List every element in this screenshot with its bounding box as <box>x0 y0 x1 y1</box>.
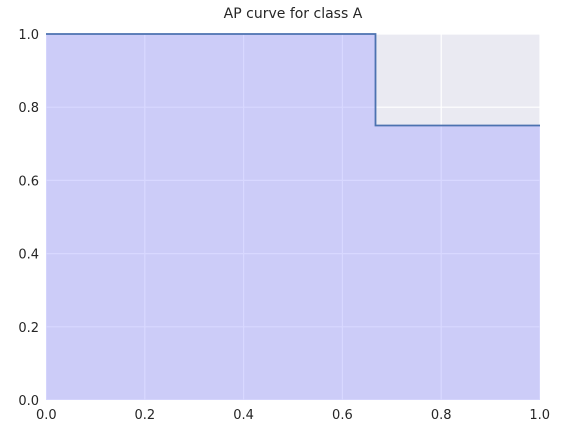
x-tick-label: 0.8 <box>431 408 452 423</box>
x-tick-label: 0.0 <box>36 408 57 423</box>
grid-lines <box>45 33 541 401</box>
x-tick-label: 0.4 <box>233 408 254 423</box>
y-tick-label: 0.0 <box>18 394 39 409</box>
y-tick-label: 1.0 <box>18 28 39 43</box>
x-axis: 0.0 0.2 0.4 0.6 0.8 1.0 <box>36 408 550 423</box>
y-axis: 0.0 0.2 0.4 0.6 0.8 1.0 <box>18 28 39 409</box>
chart-title: AP curve for class A <box>223 6 363 22</box>
x-tick-label: 1.0 <box>529 408 550 423</box>
x-tick-label: 0.6 <box>332 408 353 423</box>
y-tick-label: 0.2 <box>18 321 39 336</box>
y-tick-label: 0.6 <box>18 174 39 189</box>
x-tick-label: 0.2 <box>134 408 155 423</box>
precision-step-line <box>46 33 540 127</box>
y-tick-label: 0.8 <box>18 101 39 116</box>
y-tick-label: 0.4 <box>18 248 39 263</box>
plot-background <box>46 34 540 400</box>
